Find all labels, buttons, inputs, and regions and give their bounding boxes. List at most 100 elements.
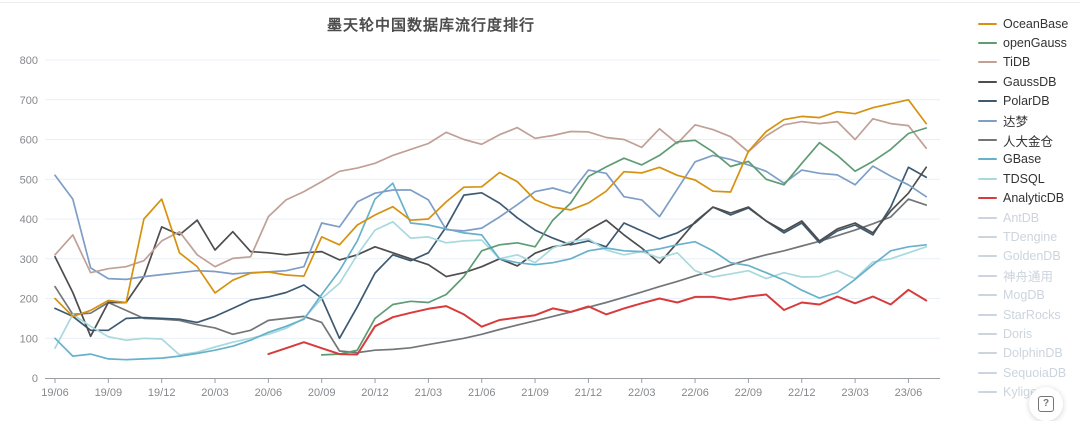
y-axis-label: 200	[20, 294, 38, 306]
legend-label: Doris	[1003, 326, 1033, 341]
legend-label: TiDB	[1003, 55, 1031, 70]
x-axis-label: 19/12	[148, 387, 176, 399]
top-divider	[0, 2, 1080, 3]
legend-swatch	[978, 313, 997, 316]
x-axis-label: 21/06	[468, 387, 496, 399]
legend-item-Doris[interactable]: Doris	[978, 324, 1078, 343]
y-axis-label: 0	[32, 373, 38, 385]
legend-swatch	[978, 100, 997, 103]
legend-label: MogDB	[1003, 288, 1045, 303]
legend-swatch	[978, 216, 997, 219]
legend-label: 达梦	[1003, 115, 1029, 130]
chart-svg: 0 100 200 300 400 500 600 700 800 19/06 19/09 19/12…	[20, 55, 940, 399]
series-line-GBase	[54, 182, 928, 361]
x-axis-label: 20/09	[308, 387, 336, 399]
series-line-TiDB	[54, 117, 928, 274]
legend-swatch	[978, 197, 997, 200]
series-line-TDSQL	[54, 220, 928, 356]
legend-label: openGauss	[1003, 36, 1067, 51]
legend-swatch	[978, 255, 997, 258]
legend-swatch	[978, 352, 997, 355]
x-axis-label: 19/09	[95, 387, 123, 399]
question-mark-icon: ?	[1038, 396, 1054, 412]
legend-item-openGauss[interactable]: openGauss	[978, 33, 1078, 52]
legend-swatch	[978, 274, 997, 277]
legend-label: OceanBase	[1003, 16, 1069, 31]
chart-legend: OceanBase openGauss TiDB GaussDB PolarDB 达梦人大…	[978, 14, 1078, 402]
legend-label: PolarDB	[1003, 94, 1050, 109]
y-axis-label: 800	[20, 55, 38, 67]
legend-label: 人大金仓	[1003, 134, 1054, 149]
legend-swatch	[978, 177, 997, 180]
legend-item-GBase[interactable]: GBase	[978, 150, 1078, 169]
y-axis-label: 400	[20, 214, 38, 226]
legend-label: GoldenDB	[1003, 249, 1061, 264]
x-axis-label: 22/12	[788, 387, 816, 399]
x-axis-label: 21/12	[575, 387, 603, 399]
legend-item-GaussDB[interactable]: GaussDB	[978, 72, 1078, 91]
legend-label: AntDB	[1003, 210, 1040, 225]
x-axis-label: 20/06	[255, 387, 283, 399]
legend-item-神舟通用[interactable]: 神舟通用	[978, 266, 1078, 285]
y-axis-label: 300	[20, 254, 38, 266]
x-axis-label: 21/03	[415, 387, 443, 399]
legend-item-StarRocks[interactable]: StarRocks	[978, 305, 1078, 324]
x-axis-label: 22/06	[681, 387, 709, 399]
legend-item-MogDB[interactable]: MogDB	[978, 285, 1078, 304]
series-line-人大金仓	[54, 198, 928, 354]
legend-item-AnalyticDB[interactable]: AnalyticDB	[978, 189, 1078, 208]
x-axis-label: 20/12	[361, 387, 389, 399]
legend-label: SequoiaDB	[1003, 365, 1067, 380]
legend-label: GaussDB	[1003, 74, 1057, 89]
series-line-达梦	[54, 154, 928, 281]
legend-swatch	[978, 235, 997, 238]
series-line-openGauss	[320, 127, 928, 356]
series-line-AnalyticDB	[267, 288, 928, 356]
legend-label: 神舟通用	[1003, 270, 1054, 285]
x-axis-label: 22/09	[735, 387, 763, 399]
legend-label: StarRocks	[1003, 307, 1061, 322]
x-axis-label: 20/03	[201, 387, 229, 399]
legend-item-AntDB[interactable]: AntDB	[978, 208, 1078, 227]
legend-item-DolphinDB[interactable]: DolphinDB	[978, 344, 1078, 363]
legend-swatch	[978, 61, 997, 64]
legend-label: TDSQL	[1003, 171, 1045, 186]
legend-swatch	[978, 139, 997, 142]
legend-swatch	[978, 294, 997, 297]
help-button[interactable]: ?	[1029, 387, 1063, 421]
chart-title: 墨天轮中国数据库流行度排行	[326, 17, 535, 34]
x-axis-label: 19/06	[41, 387, 69, 399]
legend-item-TDengine[interactable]: TDengine	[978, 227, 1078, 246]
legend-swatch	[978, 119, 997, 122]
legend-item-达梦[interactable]: 达梦	[978, 111, 1078, 130]
legend-item-OceanBase[interactable]: OceanBase	[978, 14, 1078, 33]
legend-label: TDengine	[1003, 229, 1058, 244]
x-axis-label: 21/09	[521, 387, 549, 399]
y-axis-label: 600	[20, 135, 38, 147]
legend-swatch	[978, 80, 997, 83]
legend-item-SequoiaDB[interactable]: SequoiaDB	[978, 363, 1078, 382]
legend-item-TDSQL[interactable]: TDSQL	[978, 169, 1078, 188]
y-axis-label: 500	[20, 174, 38, 186]
y-axis-label: 700	[20, 95, 38, 107]
legend-item-Kyligence[interactable]: Kyligence	[978, 382, 1078, 401]
legend-swatch	[978, 22, 997, 25]
legend-label: AnalyticDB	[1003, 191, 1065, 206]
y-axis-label: 100	[20, 333, 38, 345]
x-axis-label: 23/03	[841, 387, 869, 399]
legend-swatch	[978, 391, 997, 394]
legend-label: DolphinDB	[1003, 346, 1063, 361]
legend-swatch	[978, 42, 997, 45]
legend-swatch	[978, 158, 997, 161]
series-line-GaussDB	[54, 166, 928, 338]
legend-item-人大金仓[interactable]: 人大金仓	[978, 130, 1078, 149]
legend-item-GoldenDB[interactable]: GoldenDB	[978, 247, 1078, 266]
legend-swatch	[978, 332, 997, 335]
legend-item-TiDB[interactable]: TiDB	[978, 53, 1078, 72]
x-axis-label: 22/03	[628, 387, 656, 399]
series-line-OceanBase	[54, 98, 928, 318]
legend-item-PolarDB[interactable]: PolarDB	[978, 92, 1078, 111]
legend-swatch	[978, 371, 997, 374]
x-axis-label: 23/06	[895, 387, 923, 399]
series-line-PolarDB	[54, 166, 928, 340]
